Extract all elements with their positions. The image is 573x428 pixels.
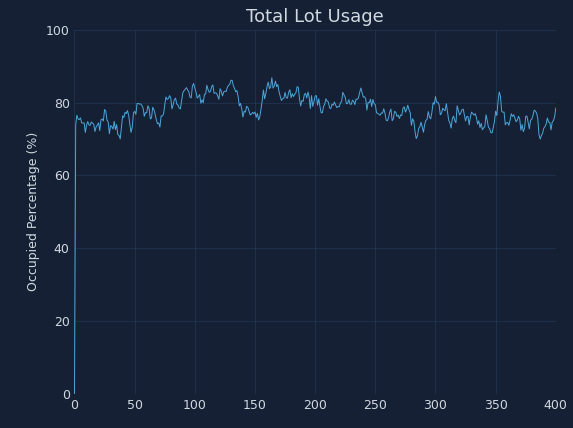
Y-axis label: Occupied Percentage (%): Occupied Percentage (%) xyxy=(27,132,40,291)
Title: Total Lot Usage: Total Lot Usage xyxy=(246,8,384,26)
